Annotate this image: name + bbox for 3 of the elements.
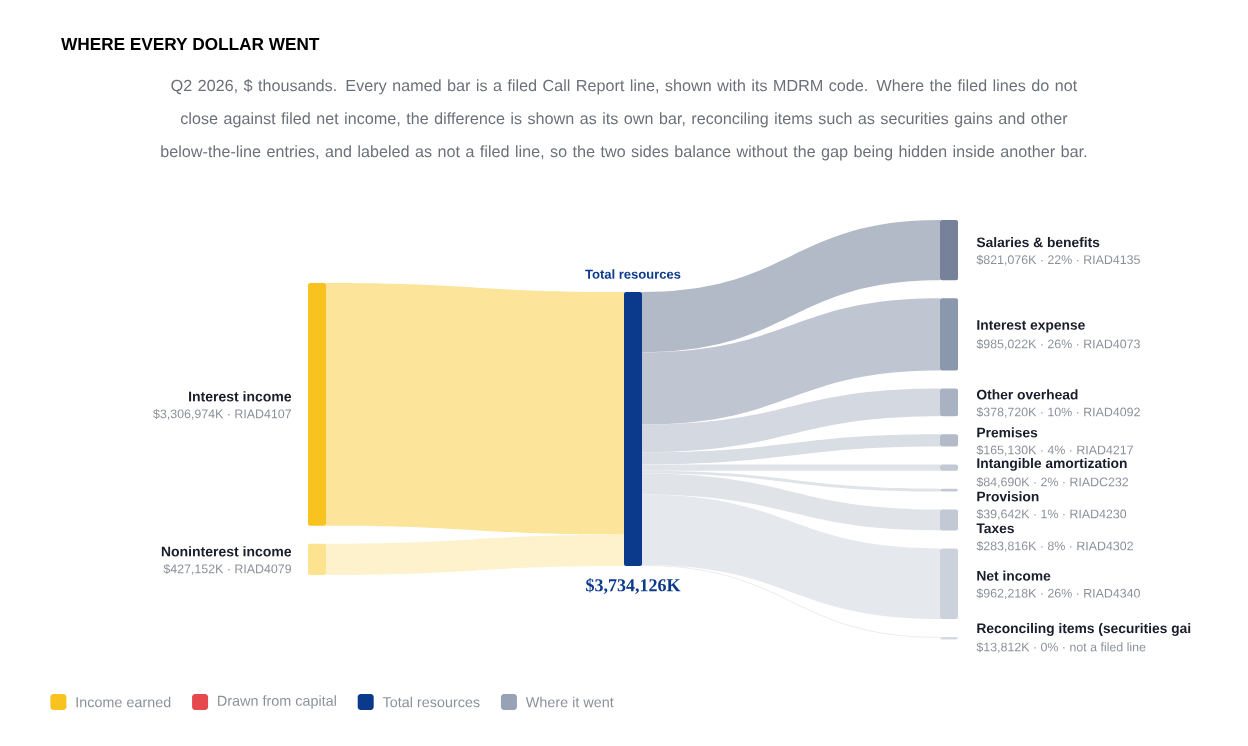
text: Q2 2026, $ thousands. Every named bar is a filed Call Report line, shown with its MDRM code. Where the filed lines do not close against filed net income, the difference is shown as its own bar, reconciling items such as securities gains and other below-the-line entries, and labeled as not a filed line, so the two sides balance without the gap being hidden inside another bar.	[161, 79, 1087, 161]
text: WHERE EVERY DOLLAR WENT	[61, 37, 320, 51]
data-label: $3,734,126K	[586, 578, 681, 594]
